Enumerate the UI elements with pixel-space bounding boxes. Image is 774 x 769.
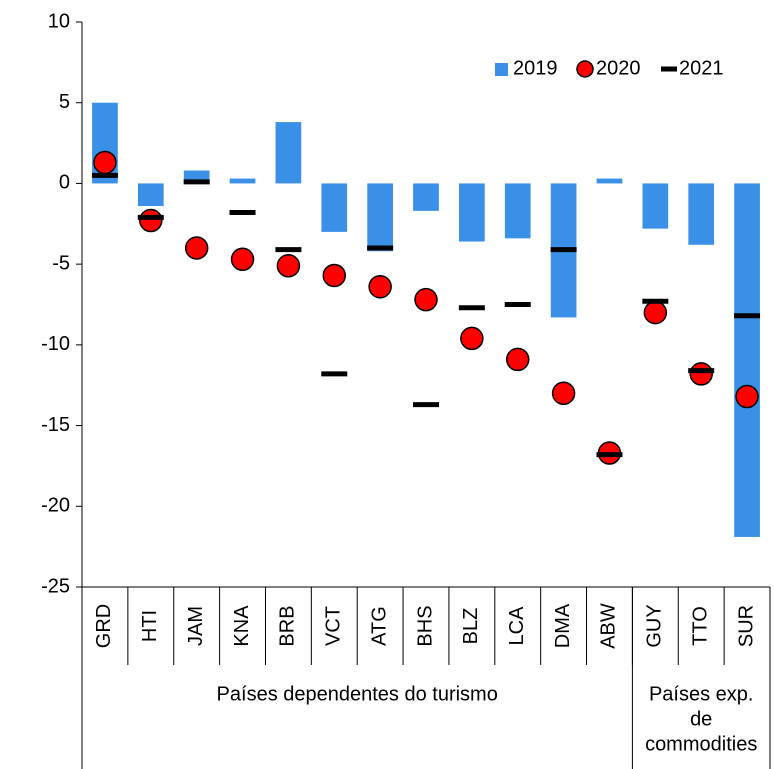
x-tick-label: ATG — [368, 606, 390, 646]
group-label: Países dependentes do turismo — [217, 683, 498, 705]
y-tick-label: -15 — [41, 414, 70, 436]
y-tick-label: 10 — [48, 10, 70, 32]
legend-label: 2019 — [513, 57, 558, 79]
bar — [504, 183, 531, 239]
x-tick-label: HTI — [139, 610, 161, 642]
dot — [505, 347, 530, 372]
bar — [734, 183, 760, 537]
dot — [276, 254, 301, 278]
bar — [596, 178, 623, 184]
x-tick-label: KNA — [231, 605, 253, 647]
legend-swatch — [576, 60, 594, 78]
x-tick-label: BLZ — [460, 608, 482, 645]
group-label: de — [690, 708, 712, 730]
bar — [367, 183, 393, 252]
x-tick-label: BHS — [414, 605, 436, 646]
x-tick-label: DMA — [552, 603, 574, 648]
bar — [137, 183, 164, 207]
legend-label: 2020 — [596, 57, 641, 79]
dot — [414, 287, 438, 312]
dot — [689, 362, 713, 386]
x-tick-label: SUR — [735, 605, 757, 647]
x-tick-label: GUY — [644, 604, 666, 647]
dot — [139, 208, 163, 233]
x-tick-label: ABW — [598, 603, 620, 649]
bar — [229, 178, 256, 184]
dot — [551, 381, 576, 406]
y-tick-label: -25 — [41, 575, 70, 597]
bar — [688, 183, 715, 245]
y-tick-label: 5 — [59, 91, 70, 113]
bar — [642, 183, 669, 229]
y-tick-label: 0 — [59, 172, 70, 194]
y-tick-label: -5 — [52, 252, 70, 274]
dot — [643, 300, 668, 325]
x-tick-label: GRD — [93, 604, 115, 648]
y-tick-label: -20 — [41, 495, 70, 517]
bar — [459, 183, 485, 242]
dot — [735, 384, 759, 409]
legend-label: 2021 — [679, 57, 724, 79]
bar — [275, 122, 302, 184]
x-tick-label: LCA — [506, 606, 528, 646]
dot — [184, 236, 209, 260]
x-tick-label: BRB — [277, 605, 299, 646]
dot — [230, 247, 255, 272]
legend-swatch — [495, 63, 508, 76]
bar — [413, 183, 439, 211]
x-tick-label: TTO — [689, 606, 711, 646]
y-tick-label: -10 — [41, 333, 70, 355]
bar — [321, 183, 348, 232]
group-label: Países exp. — [649, 683, 754, 705]
dot — [322, 263, 347, 288]
dot — [93, 150, 117, 175]
x-tick-label: JAM — [185, 606, 207, 646]
x-tick-label: VCT — [323, 606, 345, 646]
dot — [460, 326, 484, 351]
group-label: commodities — [645, 733, 757, 755]
dot — [368, 274, 392, 299]
